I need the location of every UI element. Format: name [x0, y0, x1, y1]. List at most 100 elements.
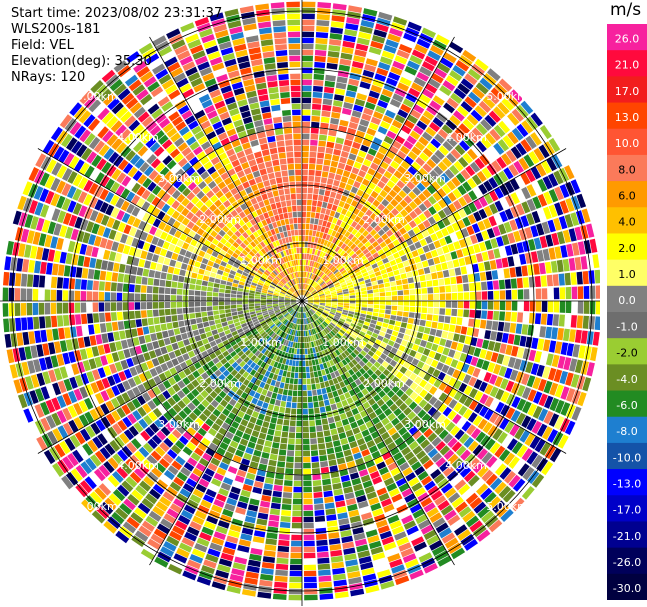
velocity-gate: [160, 323, 167, 331]
velocity-gate: [206, 291, 213, 297]
velocity-gate: [353, 136, 363, 144]
velocity-gate: [319, 213, 325, 220]
velocity-gate: [342, 216, 350, 223]
velocity-gate: [432, 191, 442, 202]
velocity-gate: [439, 338, 447, 347]
velocity-gate: [415, 294, 422, 301]
velocity-gate: [323, 287, 329, 292]
velocity-gate: [430, 233, 438, 242]
velocity-gate: [242, 295, 249, 299]
velocity-gate: [421, 131, 433, 142]
velocity-gate: [225, 312, 232, 318]
velocity-gate: [439, 286, 446, 293]
velocity-gate: [380, 161, 389, 170]
velocity-gate: [526, 198, 536, 212]
velocity-gate: [321, 283, 327, 288]
velocity-gate: [384, 282, 391, 288]
velocity-gate: [305, 366, 310, 373]
velocity-gate: [311, 384, 316, 390]
velocity-gate: [303, 432, 310, 439]
velocity-gate: [444, 168, 455, 180]
velocity-gate: [496, 156, 507, 169]
velocity-gate: [333, 198, 340, 206]
velocity-gate: [344, 238, 351, 245]
velocity-gate: [313, 182, 320, 189]
velocity-gate: [267, 526, 279, 534]
velocity-gate: [345, 410, 353, 418]
velocity-gate: [129, 319, 137, 329]
velocity-gate: [309, 224, 314, 230]
velocity-gate: [367, 293, 374, 298]
velocity-gate: [294, 372, 299, 379]
velocity-gate: [392, 16, 408, 26]
velocity-gate: [166, 273, 173, 281]
velocity-gate: [446, 260, 454, 269]
velocity-gate: [511, 301, 518, 311]
velocity-gate: [375, 151, 385, 161]
velocity-gate: [237, 287, 244, 292]
velocity-gate: [264, 477, 274, 485]
velocity-gate: [359, 81, 371, 90]
velocity-gate: [323, 399, 330, 406]
velocity-gate: [531, 337, 539, 350]
velocity-gate: [592, 331, 600, 346]
velocity-gate: [285, 468, 294, 475]
velocity-gate: [333, 179, 340, 187]
velocity-gate: [433, 336, 441, 345]
velocity-gate: [147, 277, 154, 286]
velocity-gate: [46, 262, 53, 275]
velocity-gate: [264, 544, 277, 551]
velocity-gate: [92, 302, 99, 312]
velocity-gate: [355, 271, 362, 277]
velocity-gate: [407, 317, 414, 324]
velocity-gate: [166, 322, 173, 330]
velocity-gate: [529, 288, 536, 300]
velocity-gate: [367, 167, 376, 176]
velocity-gate: [218, 297, 225, 301]
velocity-gate: [65, 252, 73, 265]
velocity-gate: [351, 167, 360, 175]
velocity-gate: [330, 21, 344, 29]
velocity-gate: [379, 296, 386, 301]
velocity-gate: [474, 58, 489, 72]
velocity-gate: [451, 176, 461, 187]
velocity-gate: [505, 301, 512, 311]
velocity-gate: [164, 302, 171, 309]
velocity-gate: [255, 524, 267, 532]
velocity-gate: [351, 61, 364, 69]
velocity-gate: [305, 291, 309, 297]
velocity-gate: [68, 290, 75, 301]
velocity-gate: [319, 281, 325, 286]
velocity-gate: [392, 60, 405, 70]
velocity-gate: [177, 314, 184, 321]
velocity-gate: [595, 285, 600, 299]
velocity-gate: [576, 193, 587, 209]
velocity-gate: [432, 213, 442, 222]
velocity-gate: [359, 265, 366, 271]
velocity-gate: [340, 281, 347, 286]
velocity-gate: [220, 317, 227, 323]
velocity-gate: [387, 33, 401, 43]
velocity-gate: [313, 294, 319, 298]
velocity-gate: [316, 539, 328, 546]
velocity-gate: [292, 510, 302, 517]
velocity-gate: [303, 528, 315, 535]
velocity-gate: [273, 436, 281, 443]
velocity-gate: [469, 301, 476, 309]
velocity-gate: [294, 348, 297, 355]
velocity-gate: [533, 325, 541, 337]
velocity-gate: [302, 103, 311, 110]
velocity-gate: [224, 293, 231, 298]
velocity-gate: [20, 303, 27, 316]
velocity-gate: [521, 186, 531, 200]
velocity-gate: [391, 119, 403, 129]
velocity-gate: [324, 380, 330, 388]
velocity-gate: [310, 372, 315, 378]
velocity-gate: [33, 274, 40, 288]
velocity-gate: [111, 272, 119, 282]
velocity-gate: [365, 101, 376, 110]
velocity-gate: [502, 135, 514, 148]
velocity-gate: [447, 214, 456, 224]
velocity-gate: [559, 287, 566, 300]
velocity-gate: [502, 116, 515, 130]
